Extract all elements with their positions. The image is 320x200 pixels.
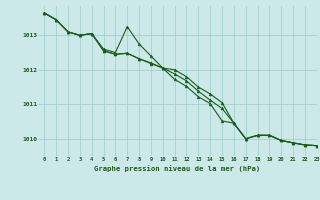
X-axis label: Graphe pression niveau de la mer (hPa): Graphe pression niveau de la mer (hPa) xyxy=(94,165,261,172)
